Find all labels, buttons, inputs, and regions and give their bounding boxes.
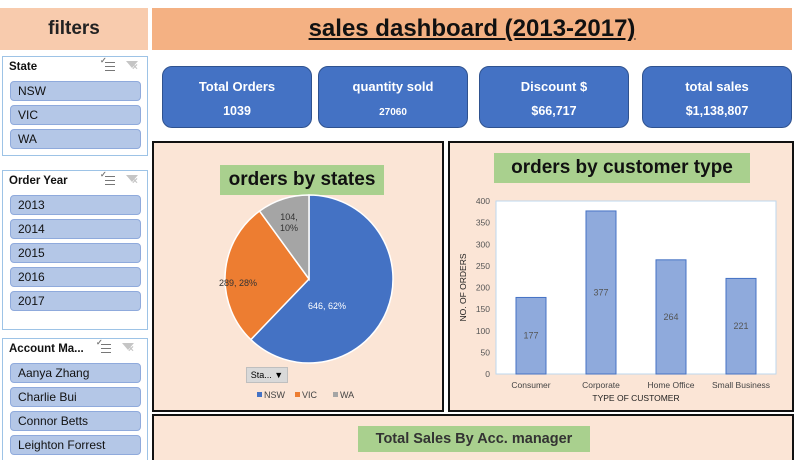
multi-select-icon[interactable] [100,170,115,187]
order-year-slicer-title: Order Year [9,175,68,187]
account-manager-sales-panel: Total Sales By Acc. manager [152,414,794,460]
account-manager-slicer-title: Account Ma... [9,343,84,355]
kpi-value: $1,138,807 [685,104,749,118]
kpi-label: Total Orders [198,79,276,94]
kpi-value: 27060 [379,107,407,118]
legend-label: VIC [302,390,318,400]
slicer-item-connor-betts[interactable]: Connor Betts [10,411,141,431]
multi-select-icon[interactable] [100,56,115,73]
slicer-item-2015[interactable]: 2015 [10,243,141,263]
slicer-item-leighton-forrest[interactable]: Leighton Forrest [10,435,141,455]
legend-swatch [295,392,300,397]
kpi-quantity-sold: quantity sold 27060 [318,66,468,128]
clear-filter-icon[interactable] [121,342,135,355]
slicer-item-2016[interactable]: 2016 [10,267,141,287]
kpi-total-sales: total sales $1,138,807 [642,66,792,128]
clear-filter-icon[interactable] [125,174,139,187]
slicer-item-2014[interactable]: 2014 [10,219,141,239]
state-slicer-header: State [3,56,147,77]
slicer-item-2013[interactable]: 2013 [10,195,141,215]
y-tick-label: 400 [476,196,490,206]
bar-data-label: 377 [593,287,608,297]
y-tick-label: 200 [476,283,490,293]
filters-header: filters [0,8,148,50]
y-tick-label: 350 [476,218,490,228]
pie-chart: 646, 62% 289, 28% 104,10% NSW VIC WA [219,194,394,400]
pie-data-label: 104, [280,212,298,222]
x-axis-title: TYPE OF CUSTOMER [592,393,679,403]
legend-swatch [257,392,262,397]
filters-title: filters [48,18,100,39]
pie-data-label: 289, 28% [219,278,257,288]
dashboard-title: sales dashboard (2013-2017) [308,15,636,42]
bar-data-label: 221 [733,321,748,331]
title-banner: sales dashboard (2013-2017) [152,8,792,50]
clear-filter-icon[interactable] [125,60,139,73]
bar-chart-panel: orders by customer type 0 50 100 150 200 250 3… [448,141,794,412]
multi-select-icon[interactable] [96,338,111,355]
field-filter-button[interactable]: Sta... ▼ [246,367,288,383]
x-tick-label: Corporate [582,380,620,390]
y-tick-label: 150 [476,304,490,314]
account-manager-slicer-header: Account Ma... [3,338,147,359]
y-axis-title: NO. OF ORDERS [458,253,468,321]
slicer-item-charlie-bui[interactable]: Charlie Bui [10,387,141,407]
y-tick-label: 50 [481,347,491,357]
bar-small-business [725,277,757,375]
bar-chart: 0 50 100 150 200 250 300 350 400 177 Consumer 377 Co… [458,196,777,403]
legend-swatch [333,392,338,397]
pie-slice-vic [224,210,310,341]
account-manager-slicer: Account Ma... Aanya Zhang Charlie Bui Co… [2,338,148,460]
slicer-item-aanya-zhang[interactable]: Aanya Zhang [10,363,141,383]
x-tick-label: Consumer [511,380,550,390]
state-slicer-title: State [9,61,38,73]
slicer-item-wa[interactable]: WA [10,129,141,149]
kpi-total-orders: Total Orders 1039 [162,66,312,128]
kpi-label: Discount $ [520,79,588,94]
bar-home-office [655,259,687,375]
bar-corporate [585,210,617,375]
bar-consumer [515,296,547,375]
y-tick-label: 0 [485,369,490,379]
y-tick-label: 250 [476,261,490,271]
pie-chart-panel: orders by states 646, 62% 289, 28% 104, 10%… [152,141,444,412]
kpi-discount: Discount $ $66,717 [479,66,629,128]
y-tick-label: 300 [476,239,490,249]
slicer-item-2017[interactable]: 2017 [10,291,141,311]
kpi-label: quantity sold [352,79,434,94]
kpi-value: $66,717 [531,104,577,118]
slicer-item-nsw[interactable]: NSW [10,81,141,101]
state-slicer: State NSW VIC WA [2,56,148,156]
pie-data-label: 10% [280,223,298,233]
pie-slice-wa [258,194,310,282]
x-tick-label: Small Business [712,380,770,390]
bar-data-label: 177 [523,331,538,341]
legend-label: WA [340,390,354,400]
x-tick-label: Home Office [647,380,694,390]
bar-chart-title: orders by customer type [494,153,750,183]
slicer-item-vic[interactable]: VIC [10,105,141,125]
pie-chart-title: orders by states [220,165,384,195]
kpi-label: total sales [685,79,749,94]
account-manager-sales-title: Total Sales By Acc. manager [358,426,590,452]
kpi-value: 1039 [223,104,251,118]
y-tick-label: 100 [476,326,490,336]
legend-label: NSW [264,390,286,400]
order-year-slicer-header: Order Year [3,170,147,191]
pie-slice-nsw [249,194,394,364]
bar-data-label: 264 [663,312,678,322]
order-year-slicer: Order Year 2013 2014 2015 2016 2017 [2,170,148,330]
pie-data-label: 646, 62% [308,301,346,311]
